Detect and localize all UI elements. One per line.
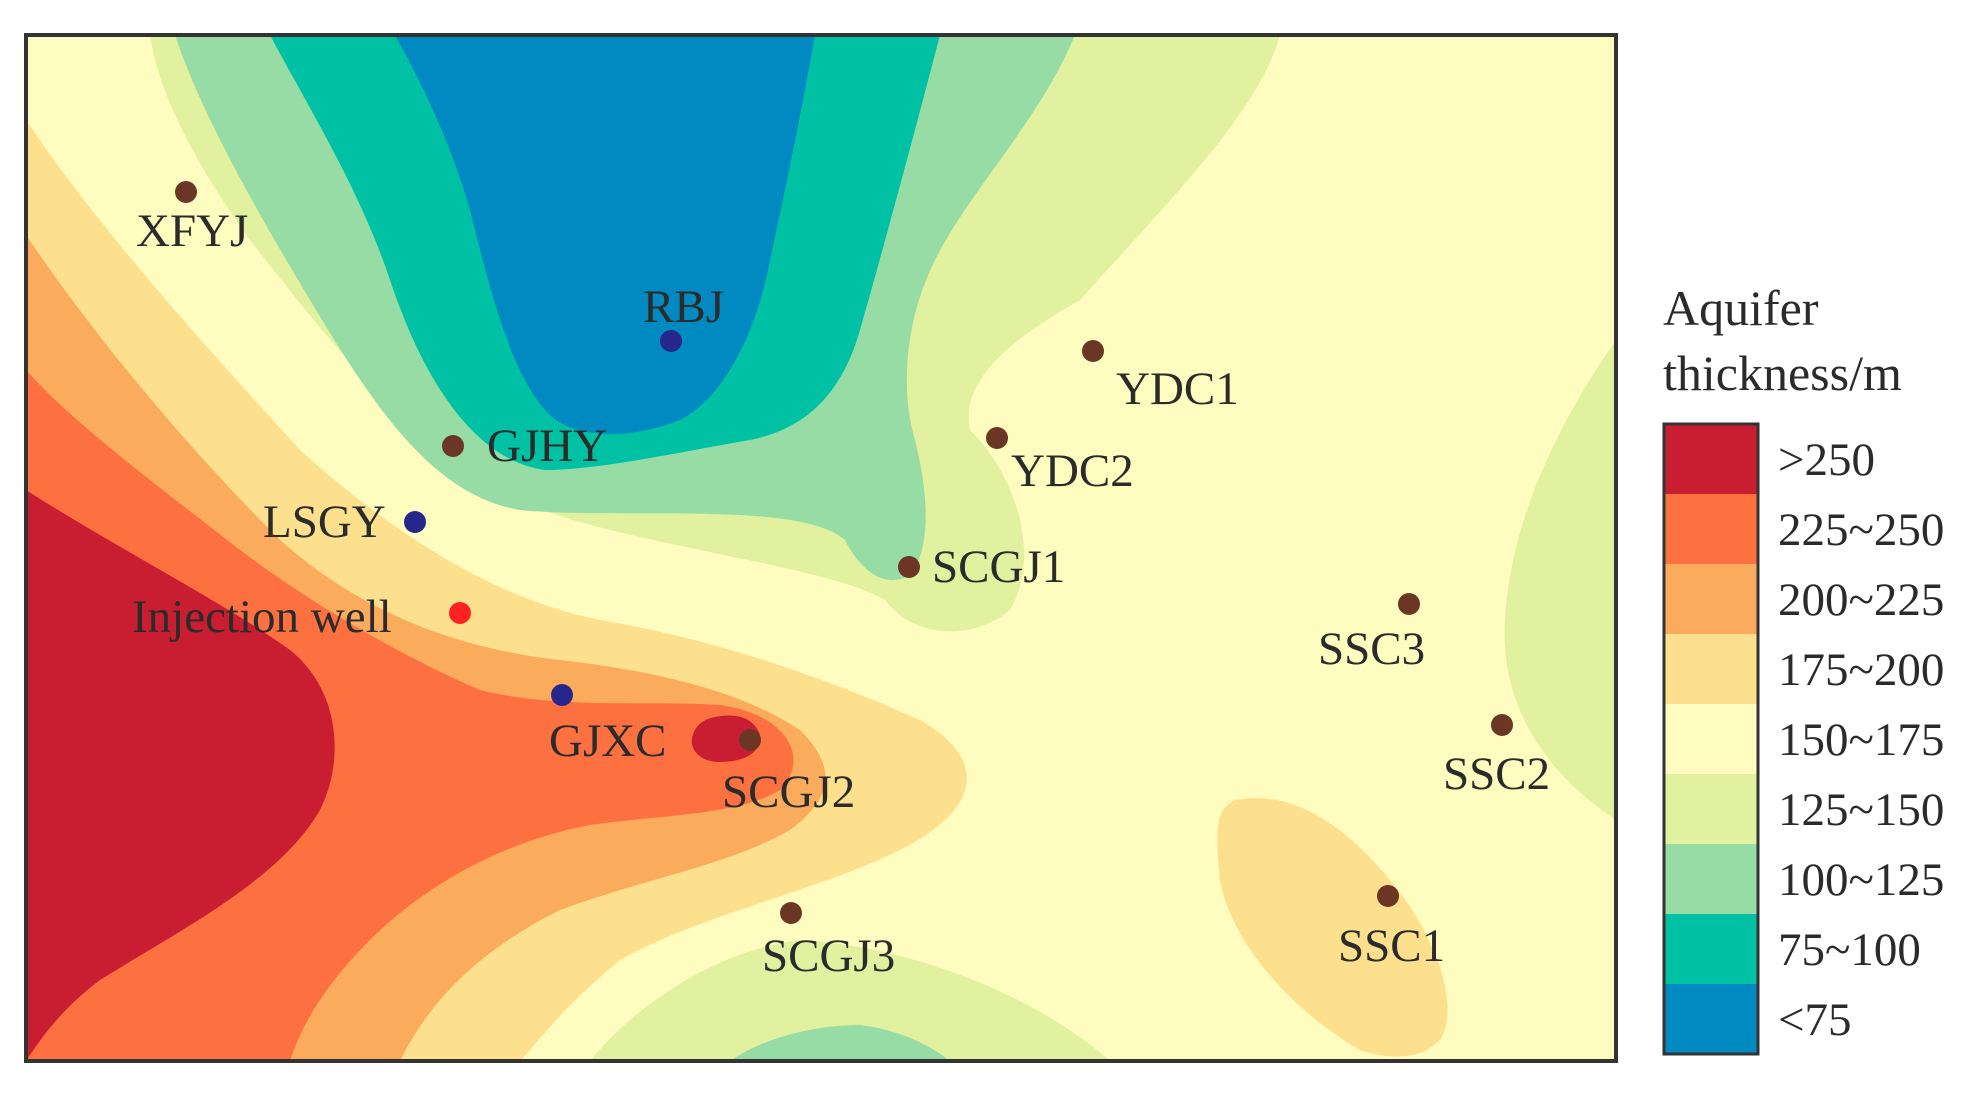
well-marker-gjhy — [442, 435, 464, 457]
legend-swatch-100-125 — [1664, 844, 1758, 914]
well-marker-rbj — [660, 330, 682, 352]
legend: Aquifer thickness/m >250 225~250 200~225… — [1662, 280, 1944, 1056]
zone-lt-75 — [395, 35, 815, 434]
legend-label-125-150: 125~150 — [1778, 784, 1944, 836]
legend-swatch-125-150 — [1664, 774, 1758, 844]
legend-title-line1: Aquifer — [1663, 280, 1819, 336]
well-label-ydc2: YDC2 — [1011, 445, 1134, 497]
legend-label-175-200: 175~200 — [1778, 644, 1944, 696]
well-label-scgj1: SCGJ1 — [932, 541, 1065, 593]
well-marker-ssc1 — [1377, 885, 1399, 907]
well-marker-xfyj — [175, 181, 197, 203]
well-marker-scgj1 — [898, 556, 920, 578]
well-label-scgj2: SCGJ2 — [722, 766, 855, 818]
well-label-ssc2: SSC2 — [1443, 748, 1550, 800]
legend-swatch-75-100 — [1664, 914, 1758, 984]
legend-label-225-250: 225~250 — [1778, 504, 1944, 556]
map-frame — [24, 33, 1618, 1063]
well-marker-scgj2 — [739, 729, 761, 751]
well-label-scgj3: SCGJ3 — [762, 930, 895, 982]
well-label-ydc1: YDC1 — [1116, 363, 1239, 415]
well-label-rbj: RBJ — [643, 281, 724, 333]
well-marker-lsgy — [404, 511, 426, 533]
well-marker-ssc3 — [1398, 593, 1420, 615]
well-marker-scgj3 — [780, 902, 802, 924]
zone-gt-250-west — [26, 490, 335, 1061]
zone-gt-250-scgj2 — [691, 715, 761, 762]
legend-swatch-150-175 — [1664, 704, 1758, 774]
contour-map-area — [26, 35, 1616, 1061]
legend-swatch-lt-75 — [1664, 984, 1758, 1054]
well-marker-injection-well — [449, 602, 471, 624]
legend-label-lt-75: <75 — [1778, 994, 1852, 1046]
well-marker-ssc2 — [1491, 714, 1513, 736]
well-label-gjhy: GJHY — [487, 420, 607, 472]
zone-125-150-south — [590, 940, 1110, 1061]
well-label-xfyj: XFYJ — [136, 205, 248, 257]
well-marker-ydc1 — [1082, 340, 1104, 362]
well-label-gjxc: GJXC — [549, 715, 667, 767]
zone-125-150-east — [1504, 340, 1616, 820]
legend-label-gt-250: >250 — [1778, 434, 1875, 486]
zone-175-200-ssc1 — [1217, 798, 1448, 1057]
legend-title-line2: thickness/m — [1663, 345, 1902, 401]
legend-swatch-175-200 — [1664, 634, 1758, 704]
legend-label-75-100: 75~100 — [1778, 924, 1921, 976]
legend-label-150-175: 150~175 — [1778, 714, 1944, 766]
well-marker-gjxc — [551, 684, 573, 706]
well-markers: XFYJ RBJ YDC1 GJHY YDC2 LSGY SCGJ1 Injec… — [132, 181, 1550, 982]
well-marker-ydc2 — [986, 427, 1008, 449]
legend-swatch-200-225 — [1664, 564, 1758, 634]
legend-frame — [1662, 422, 1760, 1056]
legend-swatch-gt-250 — [1664, 424, 1758, 494]
zone-100-125-south — [730, 1025, 950, 1061]
legend-swatch-225-250 — [1664, 494, 1758, 564]
well-label-injection-well: Injection well — [132, 591, 392, 643]
legend-label-200-225: 200~225 — [1778, 574, 1944, 626]
well-label-lsgy: LSGY — [263, 496, 386, 548]
well-label-ssc3: SSC3 — [1318, 623, 1425, 675]
well-label-ssc1: SSC1 — [1338, 920, 1445, 972]
legend-label-100-125: 100~125 — [1778, 854, 1944, 906]
